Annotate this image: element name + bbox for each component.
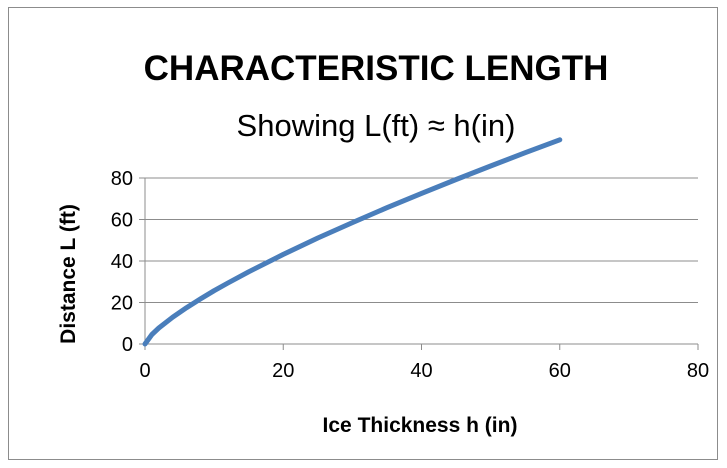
chart-frame [8,7,718,460]
x-ticks: 0 20 40 60 80 [139,360,709,382]
y-tick-label: 60 [111,210,133,232]
chart-title: CHARACTERISTIC LENGTH [144,49,609,88]
series-group [142,137,563,347]
tick-marks [139,177,699,350]
y-tick-label: 80 [111,168,133,190]
grid-lines [145,177,698,303]
y-axis-label: Distance L (ft) [57,204,80,344]
y-tick-label: 0 [122,334,133,356]
x-tick-label: 20 [272,360,294,382]
y-ticks: 0 20 40 60 80 [111,168,133,356]
x-tick-label: 60 [549,360,571,382]
series-line-0 [142,137,563,347]
x-axis-label: Ice Thickness h (in) [323,414,518,437]
x-tick-label: 80 [687,360,709,382]
y-tick-label: 20 [111,293,133,315]
x-tick-label: 40 [410,360,432,382]
chart-subtitle: Showing L(ft) ≈ h(in) [237,108,516,143]
y-tick-label: 40 [111,251,133,273]
x-tick-label: 0 [139,360,150,382]
